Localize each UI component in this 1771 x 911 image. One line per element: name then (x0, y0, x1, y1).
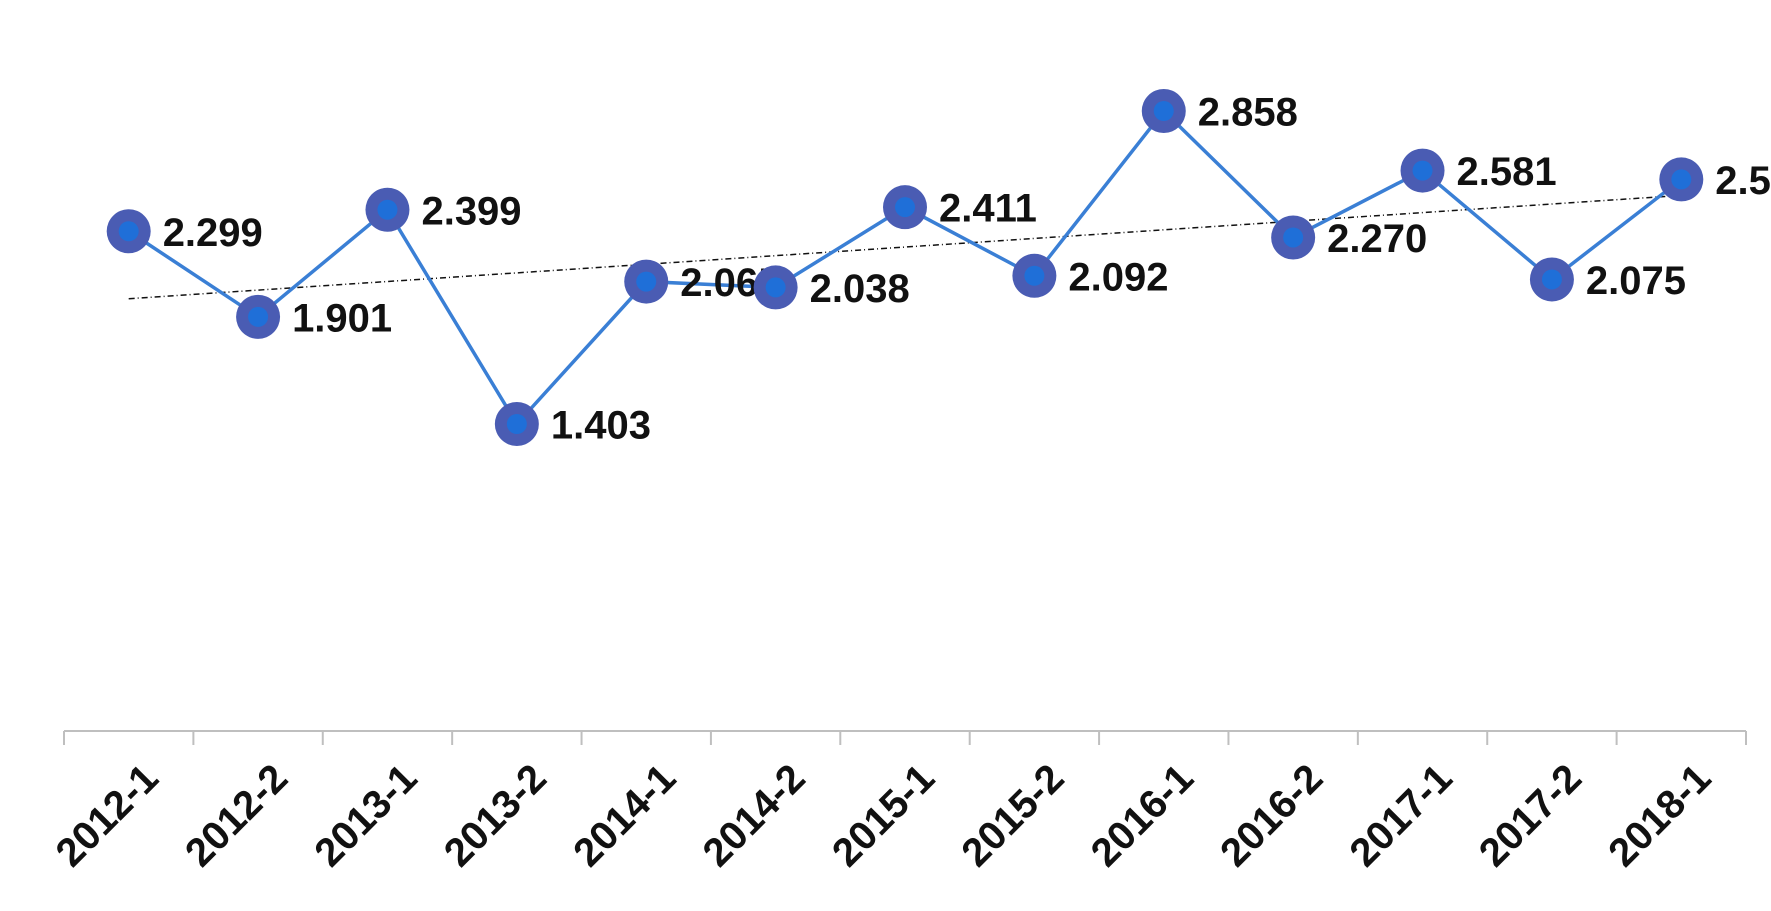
marker (494, 402, 539, 446)
x-tick-label: 2018-1 (1600, 756, 1719, 875)
marker (1400, 148, 1445, 193)
marker (1529, 257, 1574, 302)
x-tick-label: 2012-2 (177, 756, 296, 875)
x-tick-label: 2016-1 (1083, 756, 1202, 875)
x-tick-label: 2012-1 (48, 756, 167, 875)
data-label: 2.092 (1068, 255, 1168, 299)
marker-inner (1153, 101, 1174, 121)
x-tick-label: 2015-1 (824, 756, 943, 875)
data-label: 2.581 (1457, 150, 1557, 194)
marker (365, 187, 410, 232)
marker-inner (895, 197, 915, 218)
marker (1012, 253, 1057, 298)
marker-inner (1541, 269, 1562, 290)
data-label: 2.399 (421, 189, 521, 233)
marker-inner (248, 306, 269, 327)
x-tick-label: 2013-1 (306, 756, 425, 875)
marker-inner (1412, 160, 1433, 181)
marker (624, 259, 669, 304)
x-tick-label: 2014-1 (565, 756, 684, 875)
data-label: 2.075 (1586, 259, 1686, 303)
x-tick-label: 2016-2 (1212, 756, 1331, 875)
data-label: 2.858 (1198, 91, 1298, 135)
data-label: 2.540 (1715, 159, 1771, 203)
marker-inner (636, 271, 657, 292)
marker-inner (1671, 169, 1692, 190)
marker-inner (1024, 265, 1045, 286)
x-tick-label: 2017-1 (1342, 756, 1461, 875)
marker-inner (118, 221, 139, 242)
data-label: 2.270 (1327, 217, 1427, 261)
marker (236, 294, 281, 339)
data-label: 1.403 (551, 404, 651, 448)
marker (106, 209, 151, 254)
marker-inner (1283, 227, 1304, 248)
marker (1659, 157, 1704, 202)
marker (883, 185, 927, 230)
marker (1141, 89, 1186, 133)
marker (753, 265, 798, 310)
marker-inner (506, 414, 527, 434)
data-label: 2.038 (810, 267, 910, 311)
data-label: 2.299 (163, 211, 263, 255)
trendline (128, 194, 1682, 300)
x-tick-label: 2014-2 (695, 756, 814, 875)
x-tick-label: 2013-2 (436, 756, 555, 875)
x-tick-label: 2017-2 (1471, 756, 1590, 875)
x-tick-label: 2015-2 (953, 756, 1072, 875)
marker-inner (765, 277, 786, 298)
data-label: 1.901 (292, 296, 392, 340)
marker (1271, 215, 1316, 260)
data-label: 2.411 (939, 187, 1037, 231)
marker-inner (377, 199, 398, 220)
